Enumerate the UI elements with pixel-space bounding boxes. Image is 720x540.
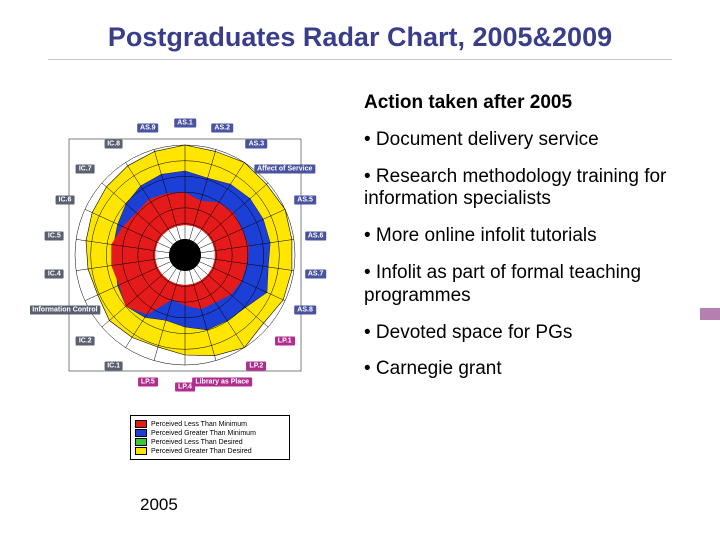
axis-label: LP.2 (246, 362, 266, 371)
radar-svg (30, 100, 340, 410)
slide-title: Postgraduates Radar Chart, 2005&2009 (48, 22, 672, 60)
axis-label: AS.9 (137, 124, 159, 133)
axis-label: IC.5 (45, 232, 64, 241)
axis-label: AS.8 (294, 305, 316, 314)
bullet-item: • Infolit as part of formal teaching pro… (364, 262, 704, 308)
year-caption: 2005 (140, 495, 178, 515)
axis-label: AS.6 (305, 232, 327, 241)
axis-label: LP.5 (138, 377, 158, 386)
axis-label: IC.6 (56, 196, 75, 205)
axis-label: Information Control (30, 305, 101, 314)
axis-label: IC.1 (104, 362, 123, 371)
axis-label: IC.2 (76, 337, 95, 346)
axis-label: AS.7 (305, 269, 327, 278)
bullet-item: • Devoted space for PGs (364, 322, 704, 345)
axis-label: AS.3 (246, 139, 268, 148)
axis-label: LP.4 (175, 383, 195, 392)
bullet-item: • Research methodology training for info… (364, 166, 704, 212)
legend-item: Perceived Less Than Minimum (135, 420, 285, 428)
axis-label: Affect of Service (254, 164, 315, 173)
panel-header: Action taken after 2005 (364, 92, 704, 115)
axis-label: AS.1 (174, 119, 196, 128)
bullet-item: • More online infolit tutorials (364, 225, 704, 248)
radar-chart: AS.1 AS.2 AS.3 Affect of Service AS.5 AS.6 AS.… (30, 100, 340, 410)
axis-label: IC.7 (76, 164, 95, 173)
bullet-item: • Document delivery service (364, 129, 704, 152)
axis-label: AS.5 (294, 196, 316, 205)
legend-item: Perceived Greater Than Desired (135, 447, 285, 455)
bullet-item: • Carnegie grant (364, 358, 704, 381)
axis-label: LP.1 (275, 337, 295, 346)
axis-label: AS.2 (211, 124, 233, 133)
chart-legend: Perceived Less Than MinimumPerceived Gre… (130, 415, 290, 460)
accent-bar (700, 308, 720, 320)
text-panel: Action taken after 2005 • Document deliv… (364, 92, 704, 395)
axis-label: Library as Place (192, 377, 252, 386)
axis-label: IC.8 (104, 139, 123, 148)
axis-label: IC.4 (45, 269, 64, 278)
legend-item: Perceived Less Than Desired (135, 438, 285, 446)
bullet-list: • Document delivery service • Research me… (364, 129, 704, 381)
legend-item: Perceived Greater Than Minimum (135, 429, 285, 437)
